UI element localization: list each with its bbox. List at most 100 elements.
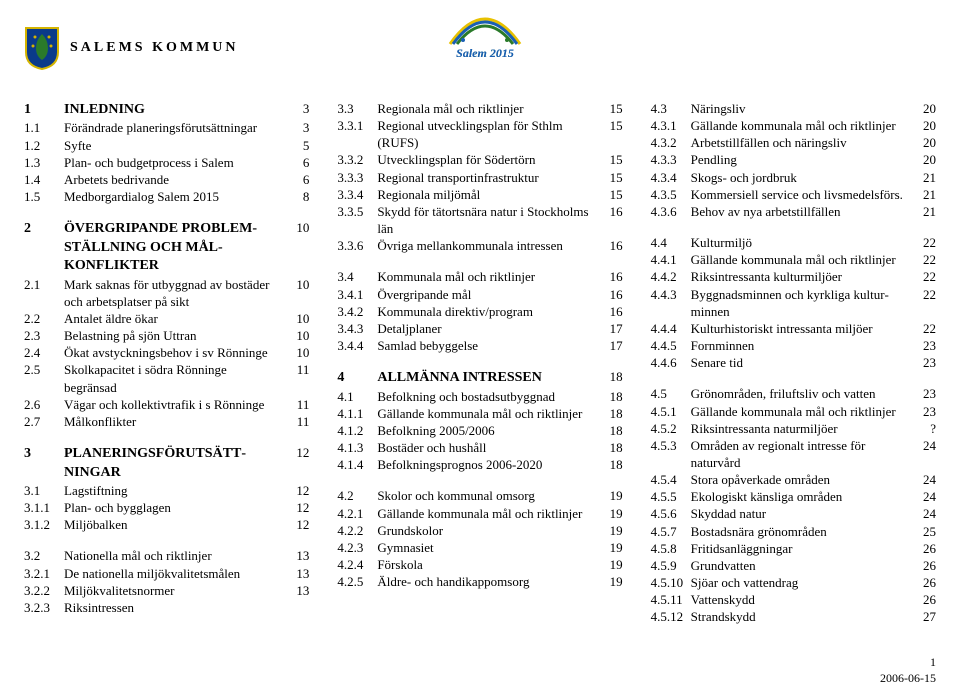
toc-page: 10 — [287, 276, 309, 293]
toc-num: 2.4 — [24, 344, 64, 361]
toc-num: 3.2.2 — [24, 582, 64, 599]
toc-column: 1INLEDNING31.1Förändrade planeringsförut… — [24, 100, 309, 640]
toc-page: 23 — [914, 403, 936, 420]
toc-row: 1.5Medborgardialog Salem 20158 — [24, 188, 309, 205]
toc-num: 4.5.3 — [651, 437, 691, 454]
toc-row: 4.3.5Kommersiell service och livsmedelsf… — [651, 186, 936, 203]
toc-title: PLANERINGSFÖRUTSÄTT­NINGAR — [64, 445, 287, 482]
toc-row: 4.5.5Ekologiskt känsliga områden24 — [651, 488, 936, 505]
toc-num: 3.4.1 — [337, 286, 377, 303]
toc-page: 13 — [287, 547, 309, 564]
toc-num: 1.3 — [24, 154, 64, 171]
toc-num: 4.5.12 — [651, 608, 691, 625]
toc-row: 4.5.11Vattenskydd26 — [651, 591, 936, 608]
toc-row: 4.5.1Gällande kommunala mål och riktlinj… — [651, 403, 936, 420]
toc-page: 8 — [287, 188, 309, 205]
toc-title: ÖVERGRIPANDE PROBLEM­STÄLLNING OCH MÅL­K… — [64, 220, 287, 275]
toc-page: 17 — [601, 337, 623, 354]
toc-num: 4.5.1 — [651, 403, 691, 420]
toc-title: Regional utvecklingsplan för Sthlm (RUFS… — [377, 117, 600, 151]
toc-row: 3.4.3Detaljplaner17 — [337, 320, 622, 337]
toc-row: 4.3.2Arbetstillfällen och näringsliv20 — [651, 134, 936, 151]
toc-page: 15 — [601, 169, 623, 186]
toc-group: 4ALLMÄNNA INTRESSEN 18 4.1Befolkning och b… — [337, 368, 622, 473]
toc-title: Syfte — [64, 137, 287, 154]
toc-row: 2.3Belastning på sjön Uttran10 — [24, 327, 309, 344]
toc-row: 4.5.10Sjöar och vattendrag26 — [651, 574, 936, 591]
toc-num: 4.4.5 — [651, 337, 691, 354]
footer-date: 2006-06-15 — [880, 671, 936, 686]
toc-num: 4.5.6 — [651, 505, 691, 522]
toc-group: 4.5Grönområden, friluftsliv och vatten23… — [651, 385, 936, 625]
toc-title: Förskola — [377, 556, 600, 573]
toc-page: 26 — [914, 540, 936, 557]
toc-title: Riksintressen — [64, 599, 287, 616]
toc-row: 3.3.2Utvecklingsplan för Södertörn15 — [337, 151, 622, 168]
toc-title: Miljökvalitetsnormer — [64, 582, 287, 599]
toc-title: Fornminnen — [691, 337, 914, 354]
toc-title: ALLMÄNNA INTRESSEN — [377, 369, 600, 387]
toc-row: 3.2.2Miljökvalitetsnormer13 — [24, 582, 309, 599]
page-number: 1 — [930, 655, 936, 670]
toc-page: 15 — [601, 186, 623, 203]
toc-title: Skolkapacitet i södra Rönninge begränsad — [64, 361, 287, 395]
toc-row: 1.3Plan- och budgetprocess i Salem6 — [24, 154, 309, 171]
toc-page: 20 — [914, 100, 936, 117]
toc-row: 1.1Förändrade planeringsförutsättningar3 — [24, 119, 309, 136]
toc-page: 17 — [601, 320, 623, 337]
toc-group: 3.3Regionala mål och riktlinjer153.3.1Re… — [337, 100, 622, 254]
toc-page: 18 — [601, 439, 623, 456]
toc-row: 1.2Syfte5 — [24, 137, 309, 154]
toc-page: 24 — [914, 488, 936, 505]
toc-page: 3 — [287, 100, 309, 117]
toc-row: 4.4.5Fornminnen23 — [651, 337, 936, 354]
toc-heading-row: 2ÖVERGRIPANDE PROBLEM­STÄLLNING OCH MÅL­… — [24, 219, 309, 275]
toc-row: 2.6Vägar och kollektivtrafik i s Rönning… — [24, 396, 309, 413]
toc-title: Skogs- och jordbruk — [691, 169, 914, 186]
toc-row: 4.5.3Områden av regionalt intresse för n… — [651, 437, 936, 471]
toc-page: 19 — [601, 556, 623, 573]
toc-num: 4.2 — [337, 487, 377, 504]
toc-title: Mark saknas för utbyggnad av bostäder oc… — [64, 276, 287, 310]
toc-num: 3.4.3 — [337, 320, 377, 337]
toc-num: 3.2.3 — [24, 599, 64, 616]
toc-num: 4.4 — [651, 234, 691, 251]
toc-num: 2.1 — [24, 276, 64, 293]
toc-page: 11 — [287, 396, 309, 413]
toc-num: 4 — [337, 369, 377, 387]
toc-row: 3.3.1Regional utvecklingsplan för Sthlm … — [337, 117, 622, 151]
toc-page: 11 — [287, 361, 309, 378]
toc-title: Kommunala mål och riktlinjer — [377, 268, 600, 285]
toc-num: 3.3.5 — [337, 203, 377, 220]
toc-page: 10 — [287, 310, 309, 327]
footer: 2006-06-15 — [24, 671, 936, 686]
toc-row: 4.3Näringsliv20 — [651, 100, 936, 117]
toc-num: 3.1.1 — [24, 499, 64, 516]
toc-page: 15 — [601, 151, 623, 168]
toc-title: Kulturmiljö — [691, 234, 914, 251]
toc-title: Gällande kommunala mål och riktlinjer — [691, 403, 914, 420]
toc-num: 4.5.4 — [651, 471, 691, 488]
toc-page: 26 — [914, 557, 936, 574]
toc-num: 4.4.6 — [651, 354, 691, 371]
toc-title: Kommersiell service och livsmedelsförs. — [691, 186, 914, 203]
toc-page: ? — [914, 420, 936, 437]
toc-title: Strandskydd — [691, 608, 914, 625]
toc-title: Sjöar och vattendrag — [691, 574, 914, 591]
toc-page: 18 — [601, 456, 623, 473]
toc-title: Regional transportinfrastruktur — [377, 169, 600, 186]
toc-title: Befolkning 2005/2006 — [377, 422, 600, 439]
toc-title: Pendling — [691, 151, 914, 168]
toc-page: 6 — [287, 154, 309, 171]
toc-row: 4.3.3Pendling20 — [651, 151, 936, 168]
toc-columns: 1INLEDNING31.1Förändrade planeringsförut… — [24, 100, 936, 640]
toc-num: 2.3 — [24, 327, 64, 344]
toc-title: Plan- och bygglagen — [64, 499, 287, 516]
toc-row: 4.1Befolkning och bostadsutbyggnad18 — [337, 388, 622, 405]
toc-title: Befolkningsprognos 2006-2020 — [377, 456, 600, 473]
toc-title: Förändrade planeringsförutsättningar — [64, 119, 287, 136]
toc-row: 4.3.1Gällande kommunala mål och riktlinj… — [651, 117, 936, 134]
toc-row: 2.1Mark saknas för utbyggnad av bostäder… — [24, 276, 309, 310]
toc-title: INLEDNING — [64, 101, 287, 119]
toc-num: 4.4.1 — [651, 251, 691, 268]
